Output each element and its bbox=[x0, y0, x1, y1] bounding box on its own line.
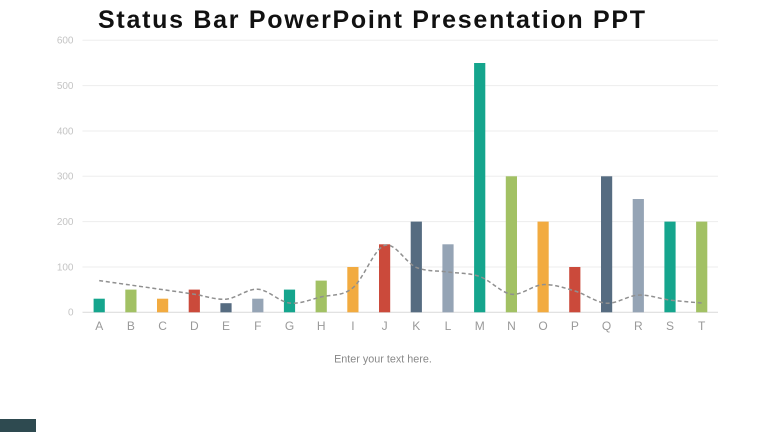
svg-text:400: 400 bbox=[57, 126, 74, 137]
svg-text:S: S bbox=[666, 319, 674, 333]
svg-text:500: 500 bbox=[57, 81, 74, 92]
svg-text:M: M bbox=[475, 319, 485, 333]
svg-text:P: P bbox=[571, 319, 579, 333]
svg-text:E: E bbox=[222, 319, 230, 333]
svg-text:D: D bbox=[190, 319, 199, 333]
svg-text:600: 600 bbox=[57, 36, 74, 47]
svg-text:J: J bbox=[382, 319, 388, 333]
svg-text:G: G bbox=[285, 319, 294, 333]
svg-text:O: O bbox=[538, 319, 547, 333]
svg-text:R: R bbox=[634, 319, 643, 333]
svg-text:200: 200 bbox=[57, 217, 74, 228]
svg-text:L: L bbox=[445, 319, 452, 333]
svg-text:Enter your text here.: Enter your text here. bbox=[334, 354, 432, 366]
svg-text:B: B bbox=[127, 319, 135, 333]
svg-text:H: H bbox=[317, 319, 326, 333]
svg-text:F: F bbox=[254, 319, 261, 333]
svg-text:A: A bbox=[95, 319, 103, 333]
svg-text:Q: Q bbox=[602, 319, 611, 333]
svg-text:0: 0 bbox=[68, 308, 74, 319]
svg-text:C: C bbox=[158, 319, 167, 333]
svg-text:300: 300 bbox=[57, 172, 74, 183]
svg-text:N: N bbox=[507, 319, 516, 333]
svg-text:K: K bbox=[412, 319, 420, 333]
svg-text:100: 100 bbox=[57, 262, 74, 273]
svg-text:T: T bbox=[698, 319, 706, 333]
svg-text:I: I bbox=[351, 319, 354, 333]
